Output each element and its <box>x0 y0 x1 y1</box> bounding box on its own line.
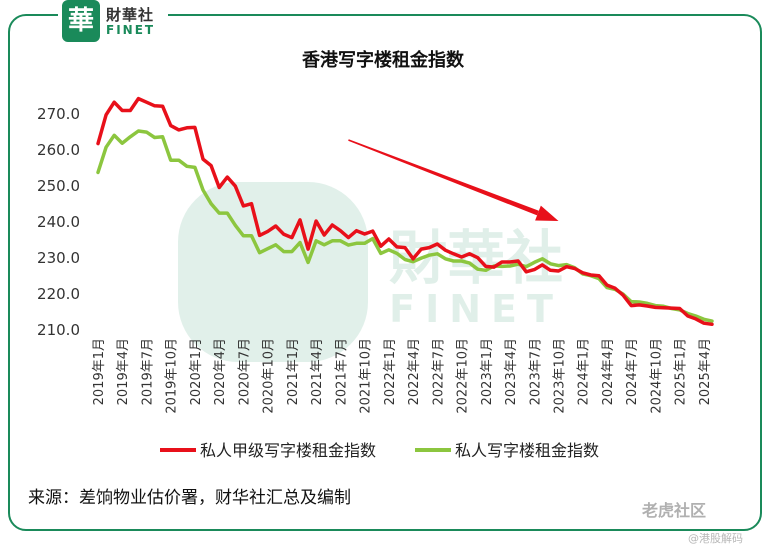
legend-label: 私人甲级写字楼租金指数 <box>200 441 376 460</box>
x-tick-label: 2025年4月 <box>698 338 713 405</box>
x-tick-label: 2022年4月 <box>407 338 422 405</box>
legend-label: 私人写字楼租金指数 <box>455 441 599 460</box>
x-tick-label: 2020年4月 <box>213 338 228 405</box>
x-tick-label: 2023年4月 <box>504 338 519 405</box>
watermark-badge <box>178 182 368 362</box>
x-tick-label: 2025年1月 <box>674 338 689 405</box>
source-note: 来源：差饷物业估价署，财华社汇总及编制 <box>28 488 351 508</box>
x-tick-label: 2019年10月 <box>165 338 180 414</box>
x-tick-label: 2023年10月 <box>553 338 568 414</box>
x-tick-label: 2021年1月 <box>286 338 301 405</box>
logo-cn-text: 財華社 <box>106 6 155 24</box>
series-line-grade-a <box>96 96 714 327</box>
trend-arrow-head <box>535 205 559 221</box>
x-tick-label: 2023年7月 <box>528 338 543 405</box>
x-tick-label: 2024年10月 <box>649 338 664 414</box>
x-tick-label: 2023年1月 <box>480 338 495 405</box>
finet-logo: 華 財華社 FINET <box>58 0 168 44</box>
x-tick-label: 2020年1月 <box>189 338 204 405</box>
logo-mark-icon: 華 <box>62 0 100 42</box>
x-tick-label: 2020年10月 <box>262 338 277 414</box>
y-tick-label: 220.0 <box>37 285 80 303</box>
y-tick-label: 210.0 <box>37 321 80 339</box>
chart-title: 香港写字楼租金指数 <box>302 50 464 71</box>
x-tick-label: 2022年1月 <box>383 338 398 405</box>
x-tick-label: 2019年4月 <box>116 338 131 405</box>
y-tick-label: 270.0 <box>37 105 80 123</box>
x-tick-label: 2021年10月 <box>359 338 374 414</box>
x-tick-label: 2024年1月 <box>577 338 592 405</box>
x-tick-label: 2021年7月 <box>334 338 349 405</box>
chart-frame <box>8 14 762 531</box>
corner-watermark: 老虎社区 <box>642 501 707 520</box>
x-tick-label: 2022年10月 <box>456 338 471 414</box>
watermark-en: FINET <box>389 287 563 331</box>
logo-en-text: FINET <box>106 23 156 37</box>
trend-arrow-shaft <box>348 139 539 216</box>
x-tick-label: 2019年1月 <box>92 338 107 405</box>
y-tick-label: 250.0 <box>37 177 80 195</box>
y-tick-label: 240.0 <box>37 213 80 231</box>
y-tick-label: 260.0 <box>37 141 80 159</box>
x-tick-label: 2019年7月 <box>140 338 155 405</box>
corner-watermark-sub: @港股解码 <box>688 532 743 545</box>
y-tick-label: 230.0 <box>37 249 80 267</box>
x-tick-label: 2021年4月 <box>310 338 325 405</box>
x-tick-label: 2020年7月 <box>237 338 252 405</box>
x-tick-label: 2024年4月 <box>601 338 616 405</box>
series-line-all <box>96 129 714 323</box>
x-tick-label: 2022年7月 <box>431 338 446 405</box>
x-tick-label: 2024年7月 <box>625 338 640 405</box>
